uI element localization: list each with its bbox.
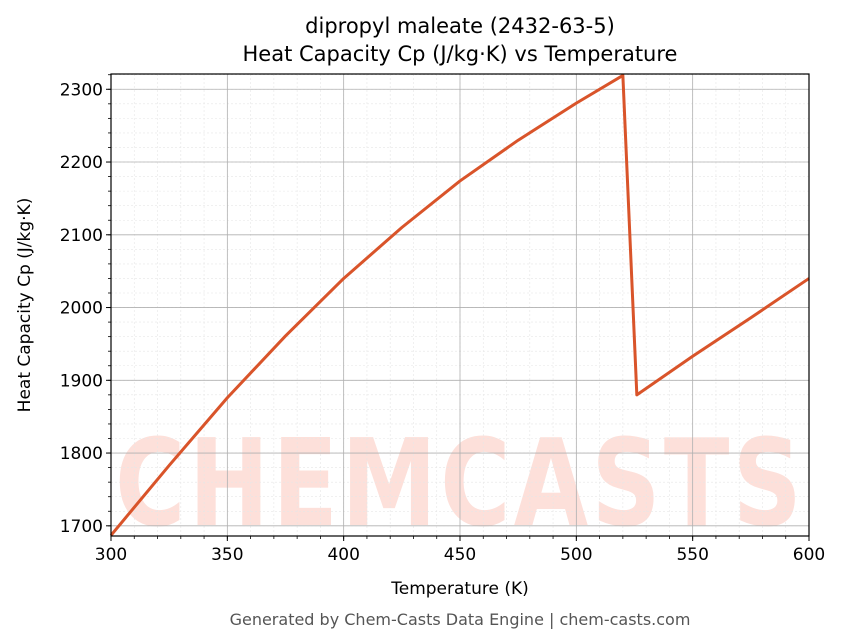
y-tick-label: 1800 — [60, 444, 103, 464]
chart-title: dipropyl maleate (2432-63-5) — [305, 14, 615, 38]
x-tick-label: 350 — [211, 545, 243, 565]
y-tick-label: 1700 — [60, 517, 103, 537]
x-axis-label: Temperature (K) — [390, 579, 529, 599]
data-line — [109, 73, 810, 537]
x-tick-label: 300 — [95, 545, 127, 565]
x-tick-label: 550 — [676, 545, 708, 565]
y-tick-label: 2300 — [60, 80, 103, 100]
x-tick-label: 400 — [327, 545, 359, 565]
chart-subtitle: Heat Capacity Cp (J/kg·K) vs Temperature — [243, 42, 678, 66]
watermark: CHEMCASTS — [115, 415, 805, 554]
x-tick-label: 600 — [793, 545, 825, 565]
x-tick-label: 450 — [444, 545, 476, 565]
y-tick-label: 2100 — [60, 226, 103, 246]
y-axis-label: Heat Capacity Cp (J/kg·K) — [15, 198, 35, 413]
y-tick-label: 2200 — [60, 153, 103, 173]
y-tick-label: 2000 — [60, 299, 103, 319]
y-tick-label: 1900 — [60, 371, 103, 391]
x-tick-label: 500 — [560, 545, 592, 565]
plot-frame — [110, 73, 810, 537]
footer: Generated by Chem-Casts Data Engine | ch… — [230, 610, 691, 629]
